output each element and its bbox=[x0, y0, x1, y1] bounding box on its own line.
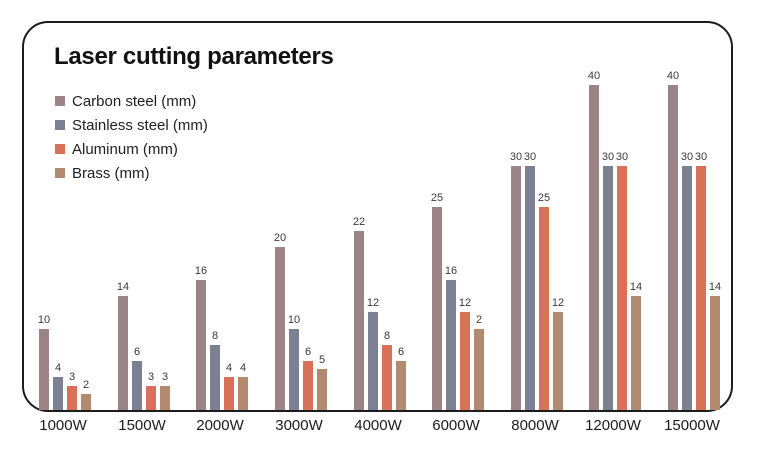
legend-label: Stainless steel (mm) bbox=[72, 116, 208, 134]
bar-value-label: 10 bbox=[287, 314, 301, 326]
bar-value-label: 2 bbox=[475, 314, 483, 326]
bar-6000w-series-1 bbox=[446, 280, 456, 410]
legend-item: Brass (mm) bbox=[55, 161, 208, 185]
bar-value-label: 40 bbox=[666, 70, 680, 82]
x-axis-label-4000w: 4000W bbox=[354, 417, 402, 434]
bar-2000w-series-3 bbox=[238, 377, 248, 410]
bar-value-label: 12 bbox=[366, 297, 380, 309]
legend: Carbon steel (mm) Stainless steel (mm) Alu… bbox=[55, 89, 208, 185]
bar-1500w-series-1 bbox=[132, 361, 142, 410]
bar-1000w-series-2 bbox=[67, 386, 77, 410]
bar-value-label: 4 bbox=[54, 362, 62, 374]
bar-value-label: 22 bbox=[352, 216, 366, 228]
bar-3000w-series-3 bbox=[317, 369, 327, 410]
bar-value-label: 30 bbox=[509, 151, 523, 163]
bar-8000w-series-2 bbox=[539, 207, 549, 410]
bar-6000w-series-3 bbox=[474, 329, 484, 410]
bar-4000w-series-1 bbox=[368, 312, 378, 410]
bar-value-label: 2 bbox=[82, 379, 90, 391]
bar-1500w-series-3 bbox=[160, 386, 170, 410]
bar-12000w-series-0 bbox=[589, 85, 599, 410]
legend-item: Stainless steel (mm) bbox=[55, 113, 208, 137]
bar-value-label: 4 bbox=[239, 362, 247, 374]
bar-value-label: 4 bbox=[225, 362, 233, 374]
bar-value-label: 30 bbox=[694, 151, 708, 163]
bar-1500w-series-2 bbox=[146, 386, 156, 410]
bar-value-label: 30 bbox=[523, 151, 537, 163]
bar-1000w-series-0 bbox=[39, 329, 49, 410]
bar-value-label: 20 bbox=[273, 232, 287, 244]
bar-1500w-series-0 bbox=[118, 296, 128, 410]
bar-4000w-series-3 bbox=[396, 361, 406, 410]
bar-value-label: 30 bbox=[601, 151, 615, 163]
bar-15000w-series-1 bbox=[682, 166, 692, 410]
bar-12000w-series-3 bbox=[631, 296, 641, 410]
bar-value-label: 14 bbox=[116, 281, 130, 293]
bar-value-label: 25 bbox=[537, 192, 551, 204]
bar-value-label: 25 bbox=[430, 192, 444, 204]
bar-value-label: 3 bbox=[161, 371, 169, 383]
x-axis-label-15000w: 15000W bbox=[664, 417, 720, 434]
bar-1000w-series-1 bbox=[53, 377, 63, 410]
bar-3000w-series-1 bbox=[289, 329, 299, 410]
bar-value-label: 3 bbox=[68, 371, 76, 383]
x-axis-label-2000w: 2000W bbox=[196, 417, 244, 434]
bar-value-label: 40 bbox=[587, 70, 601, 82]
bar-15000w-series-0 bbox=[668, 85, 678, 410]
bar-value-label: 30 bbox=[680, 151, 694, 163]
bar-value-label: 5 bbox=[318, 354, 326, 366]
bar-2000w-series-0 bbox=[196, 280, 206, 410]
bar-value-label: 14 bbox=[708, 281, 722, 293]
x-axis-label-6000w: 6000W bbox=[432, 417, 480, 434]
plot-area: 10 4 3 2 14 6 3 3 16 8 4 4 20 10 6 5 22 12 8 6 25 16 12 2 30 30 25… bbox=[24, 23, 731, 410]
bar-12000w-series-2 bbox=[617, 166, 627, 410]
bar-value-label: 14 bbox=[629, 281, 643, 293]
legend-item: Carbon steel (mm) bbox=[55, 89, 208, 113]
legend-swatch-icon bbox=[55, 168, 65, 178]
x-axis-label-1500w: 1500W bbox=[118, 417, 166, 434]
bar-value-label: 8 bbox=[211, 330, 219, 342]
bar-value-label: 16 bbox=[444, 265, 458, 277]
bar-value-label: 6 bbox=[133, 346, 141, 358]
bar-1000w-series-3 bbox=[81, 394, 91, 410]
bar-15000w-series-2 bbox=[696, 166, 706, 410]
bar-value-label: 3 bbox=[147, 371, 155, 383]
legend-swatch-icon bbox=[55, 144, 65, 154]
x-axis-label-8000w: 8000W bbox=[511, 417, 559, 434]
bar-6000w-series-0 bbox=[432, 207, 442, 410]
bar-value-label: 12 bbox=[551, 297, 565, 309]
legend-label: Carbon steel (mm) bbox=[72, 92, 197, 110]
legend-label: Aluminum (mm) bbox=[72, 140, 178, 158]
x-axis-label-3000w: 3000W bbox=[275, 417, 323, 434]
bar-value-label: 8 bbox=[383, 330, 391, 342]
bar-value-label: 16 bbox=[194, 265, 208, 277]
bar-4000w-series-0 bbox=[354, 231, 364, 410]
x-axis-label-12000w: 12000W bbox=[585, 417, 641, 434]
bar-15000w-series-3 bbox=[710, 296, 720, 410]
legend-label: Brass (mm) bbox=[72, 164, 150, 182]
bar-8000w-series-1 bbox=[525, 166, 535, 410]
bar-value-label: 10 bbox=[37, 314, 51, 326]
legend-swatch-icon bbox=[55, 96, 65, 106]
bar-2000w-series-2 bbox=[224, 377, 234, 410]
bar-12000w-series-1 bbox=[603, 166, 613, 410]
bar-6000w-series-2 bbox=[460, 312, 470, 410]
bar-value-label: 12 bbox=[458, 297, 472, 309]
chart-card: Laser cutting parameters Carbon steel (m… bbox=[22, 21, 733, 412]
legend-swatch-icon bbox=[55, 120, 65, 130]
bar-value-label: 6 bbox=[304, 346, 312, 358]
bar-value-label: 30 bbox=[615, 151, 629, 163]
bar-2000w-series-1 bbox=[210, 345, 220, 410]
legend-item: Aluminum (mm) bbox=[55, 137, 208, 161]
x-axis-label-1000w: 1000W bbox=[39, 417, 87, 434]
bar-8000w-series-0 bbox=[511, 166, 521, 410]
bar-8000w-series-3 bbox=[553, 312, 563, 410]
bar-value-label: 6 bbox=[397, 346, 405, 358]
bar-3000w-series-2 bbox=[303, 361, 313, 410]
chart-title: Laser cutting parameters bbox=[54, 43, 334, 70]
bar-4000w-series-2 bbox=[382, 345, 392, 410]
bar-3000w-series-0 bbox=[275, 247, 285, 410]
